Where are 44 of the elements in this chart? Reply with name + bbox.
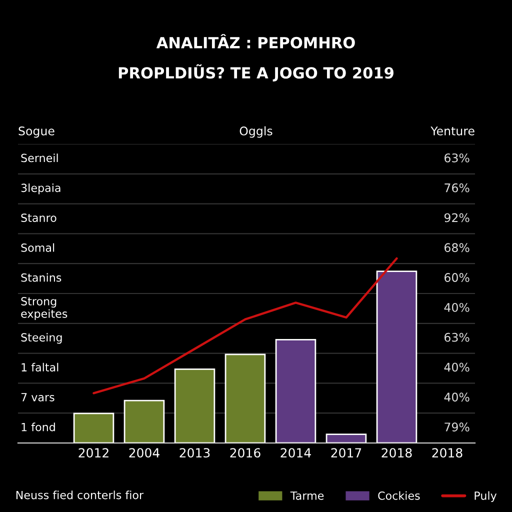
annotation: 40%: [444, 302, 470, 312]
text: 68%: [444, 243, 470, 252]
bar: [73, 412, 114, 443]
text: Steeing: [21, 332, 62, 344]
text: Strong expeites: [21, 297, 68, 320]
text: Stanro: [21, 214, 56, 222]
text: 76%: [444, 183, 470, 192]
text: 63%: [444, 153, 470, 162]
annotation: 40%: [444, 362, 470, 372]
bar: [326, 434, 367, 443]
annotation: 40%: [444, 392, 470, 402]
legend-label: Cockies: [378, 491, 420, 500]
text: 3lepaia: [21, 183, 60, 194]
bar: [124, 400, 165, 443]
text: Neuss fied conterls fior: [16, 490, 144, 500]
text: Oggls: [240, 126, 272, 138]
x-tick-label: 2017: [331, 448, 362, 458]
text: Somal: [21, 243, 54, 252]
text: 1 faltal: [22, 362, 58, 372]
x-tick-label: 2018: [382, 448, 412, 458]
text: 7 vars: [21, 393, 54, 402]
text: Sogue: [18, 126, 54, 138]
x-tick-label: 2012: [78, 448, 108, 458]
text: Serneil: [21, 154, 58, 162]
x-tick-label: 2014: [280, 448, 311, 458]
legend-label: Puly: [474, 491, 497, 502]
x-tick-label: 2004: [129, 448, 160, 458]
text: 1 fond: [22, 422, 55, 432]
chart-title: ANALITÂZ : PEPOMHRO: [156, 34, 355, 48]
annotation: 63%: [444, 332, 470, 342]
chart-subtitle: PROPLDIŨS? TE A JOGO TO 2019: [118, 64, 394, 82]
bar: [174, 368, 216, 443]
bar: [275, 338, 316, 443]
text: Stanins: [21, 273, 62, 282]
bar: [224, 354, 266, 443]
bar: [376, 270, 418, 443]
x-tick-label: 2013: [180, 448, 210, 458]
text: Yenture: [430, 126, 474, 136]
x-tick-label: 2018: [432, 448, 462, 458]
annotation: 60%: [444, 273, 470, 282]
text: 92%: [444, 213, 470, 222]
x-tick-label: 2016: [230, 448, 260, 458]
legend-label: Tarme: [290, 492, 324, 500]
annotation: 79%: [444, 422, 470, 432]
